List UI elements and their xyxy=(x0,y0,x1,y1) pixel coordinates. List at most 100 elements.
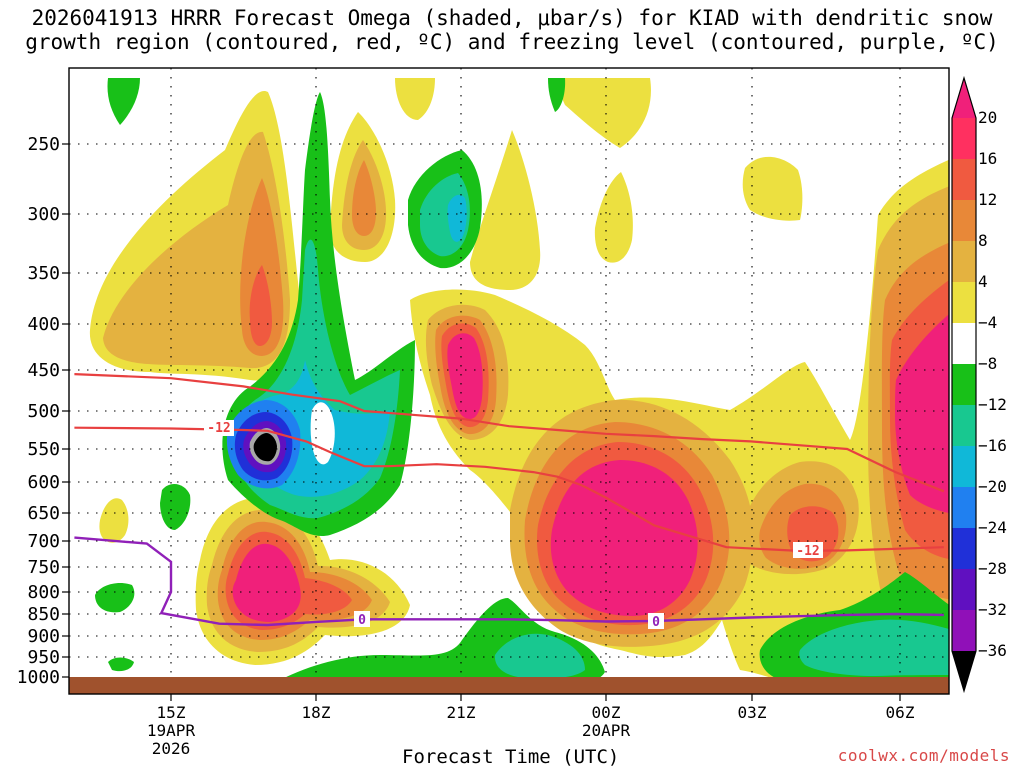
omega-region xyxy=(310,402,335,465)
y-tick-label: 250 xyxy=(27,134,60,155)
freezing-label-right: 0 xyxy=(652,615,660,630)
y-tick-label: 650 xyxy=(27,503,60,524)
freezing-level-contour xyxy=(74,536,944,627)
contour-lines xyxy=(74,373,945,627)
y-tick-label: 700 xyxy=(27,531,60,552)
dgz-bottom-label-right: -12 xyxy=(796,544,819,559)
colorbar-label: 8 xyxy=(978,231,988,250)
x-tick-date: 20APR xyxy=(582,721,631,740)
contour-label-bg xyxy=(648,613,664,629)
y-tick-label: 450 xyxy=(27,360,60,381)
omega-region xyxy=(95,583,135,613)
y-tick-label: 600 xyxy=(27,472,60,493)
colorbar xyxy=(951,75,977,694)
colorbar-label: −8 xyxy=(978,354,997,373)
x-axis xyxy=(170,694,901,701)
colorbar-segment xyxy=(952,569,976,610)
dgz-bottom-label-left: -12 xyxy=(207,421,230,436)
y-tick-label: 800 xyxy=(27,582,60,603)
dgz-bottom-contour xyxy=(74,426,944,553)
upward-motion-regions xyxy=(89,78,949,694)
x-tick-label: 15Z xyxy=(157,703,186,722)
colorbar-segment xyxy=(952,200,976,241)
plot-frame xyxy=(68,67,950,695)
omega-region xyxy=(799,619,949,676)
chart-title: 2026041913 HRRR Forecast Omega (shaded, … xyxy=(0,6,1024,54)
colorbar-label: −36 xyxy=(978,641,1007,660)
y-tick-label: 550 xyxy=(27,439,60,460)
omega-region xyxy=(160,483,191,530)
y-tick-label: 900 xyxy=(27,626,60,647)
omega-region xyxy=(594,172,633,263)
omega-region xyxy=(494,633,585,679)
colorbar-label: 16 xyxy=(978,149,997,168)
colorbar-labels: 20 16 12 8 4 −4 −8 −12 −16 −20 −24 −28 −… xyxy=(978,108,1007,660)
dgz-top-contour xyxy=(74,373,945,493)
colorbar-top-arrow xyxy=(952,78,976,118)
omega-region xyxy=(108,657,134,672)
omega-shading xyxy=(89,78,949,694)
contour-label-bg xyxy=(204,420,234,436)
colorbar-label: −32 xyxy=(978,600,1007,619)
x-tick-labels: 15Z 19APR 2026 18Z 21Z 00Z 20APR 03Z 06Z xyxy=(147,703,915,758)
colorbar-segment xyxy=(952,610,976,651)
colorbar-segment xyxy=(952,528,976,569)
colorbar-outline xyxy=(951,75,977,694)
omega-region xyxy=(395,78,435,120)
omega-region xyxy=(548,78,566,112)
y-tick-label: 350 xyxy=(27,263,60,284)
x-tick-date: 19APR xyxy=(147,721,196,740)
omega-region xyxy=(232,543,301,622)
omega-region xyxy=(447,194,467,242)
title-line-1: 2026041913 HRRR Forecast Omega (shaded, … xyxy=(31,6,993,30)
omega-region xyxy=(447,333,483,420)
omega-region xyxy=(895,314,949,514)
colorbar-segment xyxy=(952,118,976,159)
colorbar-segment xyxy=(952,364,976,405)
colorbar-segment xyxy=(952,241,976,282)
freezing-label-left: 0 xyxy=(358,613,366,628)
y-tick-label: 750 xyxy=(27,557,60,578)
omega-region xyxy=(107,78,140,125)
source-credit: coolwx.com/models xyxy=(837,746,1010,765)
y-tick-label: 1000 xyxy=(17,667,60,688)
x-tick-label: 03Z xyxy=(738,703,767,722)
x-tick-year: 2026 xyxy=(152,739,191,758)
colorbar-bottom-arrow xyxy=(952,651,976,691)
contour-label-bg xyxy=(354,611,370,627)
colorbar-label: −28 xyxy=(978,559,1007,578)
colorbar-label: −20 xyxy=(978,477,1007,496)
omega-region xyxy=(352,160,376,236)
contour-label-bg xyxy=(793,542,823,558)
contour-labels: -12 -12 0 0 xyxy=(204,420,823,630)
colorbar-label: 20 xyxy=(978,108,997,127)
title-line-2: growth region (contoured, red, ºC) and f… xyxy=(25,30,999,54)
colorbar-label: 4 xyxy=(978,272,988,291)
omega-region xyxy=(742,156,803,221)
colorbar-segment xyxy=(952,487,976,528)
x-tick-label: 06Z xyxy=(886,703,915,722)
omega-region xyxy=(470,130,541,290)
y-tick-label: 300 xyxy=(27,204,60,225)
colorbar-segment xyxy=(952,323,976,364)
colorbar-label: −4 xyxy=(978,313,997,332)
colorbar-label: −24 xyxy=(978,518,1007,537)
ground-band xyxy=(69,677,949,694)
colorbar-segment xyxy=(952,159,976,200)
y-tick-label: 850 xyxy=(27,604,60,625)
x-tick-label: 18Z xyxy=(302,703,331,722)
colorbar-segment xyxy=(952,405,976,446)
colorbar-label: −12 xyxy=(978,395,1007,414)
y-tick-label: 500 xyxy=(27,401,60,422)
colorbar-segment xyxy=(952,446,976,487)
omega-region xyxy=(99,498,129,543)
colorbar-segment xyxy=(952,282,976,323)
omega-region xyxy=(550,460,698,616)
omega-region xyxy=(253,433,277,462)
y-tick-label: 950 xyxy=(27,647,60,668)
y-axis xyxy=(62,143,69,678)
y-tick-labels: 250 300 350 400 450 500 550 600 650 700 … xyxy=(17,134,60,688)
x-tick-label: 21Z xyxy=(447,703,476,722)
x-axis-title: Forecast Time (UTC) xyxy=(402,746,620,768)
